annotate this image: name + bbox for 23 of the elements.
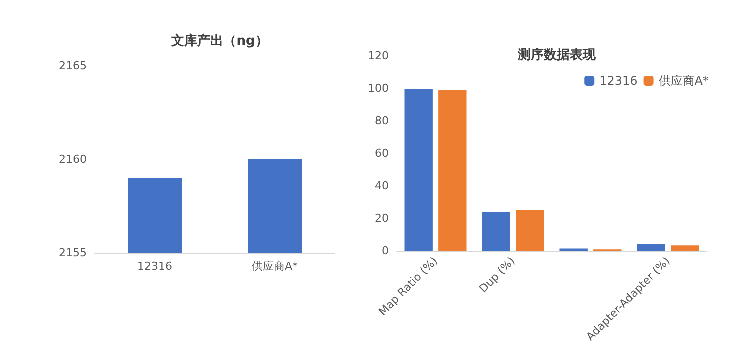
chart-title: 测序数据表现 (517, 47, 597, 63)
y-tick-label: 2160 (59, 153, 87, 166)
y-tick-label: 2165 (59, 60, 87, 72)
y-tick-label: 100 (368, 82, 389, 96)
y-tick-label: 80 (375, 114, 389, 128)
bar (637, 244, 666, 252)
bar (404, 89, 433, 252)
bar (671, 246, 700, 252)
y-tick-label: 120 (368, 50, 389, 62)
bar (438, 90, 467, 252)
bar (516, 210, 544, 252)
y-tick-label: 40 (375, 180, 389, 193)
x-tick-label: 供应商A* (252, 260, 299, 273)
y-tick-label: 2155 (59, 246, 87, 260)
x-tick-label: Dup (%) (476, 254, 518, 296)
legend-label: 供应商A* (658, 74, 710, 88)
y-tick-label: 0 (382, 244, 389, 258)
chart-title: 文库产出（ng） (170, 33, 268, 49)
bar (482, 212, 510, 252)
x-tick-label: 12316 (138, 260, 172, 273)
y-tick-label: 60 (375, 147, 389, 160)
y-tick-label: 20 (375, 212, 389, 226)
legend-label: 12316 (600, 74, 638, 88)
